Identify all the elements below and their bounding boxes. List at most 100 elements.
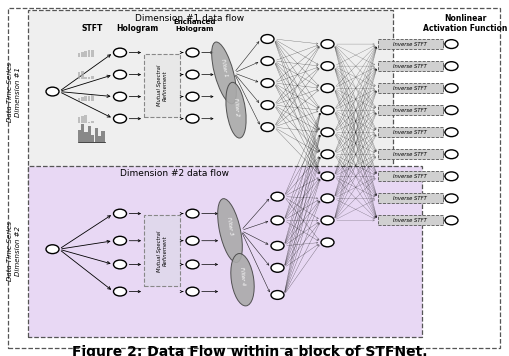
Text: STFT: STFT <box>81 24 103 33</box>
Text: Filter 3: Filter 3 <box>226 216 233 235</box>
Bar <box>88 122 90 123</box>
Bar <box>98 136 101 142</box>
FancyBboxPatch shape <box>377 83 442 93</box>
Circle shape <box>261 101 273 110</box>
Text: Filter 2: Filter 2 <box>232 98 239 116</box>
FancyBboxPatch shape <box>144 54 180 117</box>
Bar <box>77 98 80 101</box>
Circle shape <box>444 84 457 93</box>
Circle shape <box>444 128 457 137</box>
Bar <box>91 76 94 79</box>
Bar <box>88 126 91 142</box>
Text: Enchanced
Hologram: Enchanced Hologram <box>174 19 216 32</box>
Bar <box>91 95 94 101</box>
Circle shape <box>46 87 59 96</box>
Text: Inverse STFT: Inverse STFT <box>392 152 426 157</box>
Circle shape <box>270 216 284 225</box>
FancyBboxPatch shape <box>377 193 442 203</box>
Circle shape <box>444 62 457 70</box>
Text: Mutual Spectral
Refinement: Mutual Spectral Refinement <box>156 65 167 106</box>
Circle shape <box>320 150 333 159</box>
Bar <box>77 72 80 79</box>
Text: Dimension #1 data flow: Dimension #1 data flow <box>135 14 244 23</box>
Circle shape <box>114 287 126 296</box>
Circle shape <box>114 236 126 245</box>
Bar <box>84 132 88 142</box>
Circle shape <box>186 92 199 101</box>
Bar <box>77 130 80 142</box>
Bar <box>84 115 87 123</box>
Text: Inverse STFT: Inverse STFT <box>392 218 426 223</box>
Circle shape <box>444 194 457 203</box>
Circle shape <box>444 40 457 48</box>
FancyBboxPatch shape <box>377 105 442 115</box>
Polygon shape <box>27 10 392 185</box>
Circle shape <box>114 209 126 218</box>
Bar <box>84 77 87 79</box>
Bar <box>101 131 104 142</box>
Bar <box>91 50 94 57</box>
Bar <box>81 71 83 79</box>
Circle shape <box>270 192 284 201</box>
FancyBboxPatch shape <box>377 171 442 182</box>
Circle shape <box>114 70 126 79</box>
Text: Nonlinear
Activation Function: Nonlinear Activation Function <box>422 14 506 33</box>
Text: Inverse STFT: Inverse STFT <box>392 64 426 69</box>
Polygon shape <box>27 166 421 337</box>
Bar <box>77 117 80 123</box>
Text: Inverse STFT: Inverse STFT <box>392 130 426 135</box>
Bar <box>81 124 84 142</box>
Bar <box>88 51 90 57</box>
FancyBboxPatch shape <box>377 127 442 137</box>
FancyBboxPatch shape <box>144 215 180 287</box>
Circle shape <box>261 57 273 66</box>
Circle shape <box>186 260 199 269</box>
Circle shape <box>444 216 457 225</box>
FancyBboxPatch shape <box>377 149 442 159</box>
Text: Filter 1: Filter 1 <box>219 58 228 77</box>
Bar <box>91 135 94 142</box>
Text: Dimension #2 data flow: Dimension #2 data flow <box>120 169 229 178</box>
Circle shape <box>270 241 284 250</box>
Circle shape <box>320 216 333 225</box>
Circle shape <box>444 172 457 181</box>
Circle shape <box>320 128 333 137</box>
Bar <box>91 121 94 123</box>
Circle shape <box>320 106 333 115</box>
Ellipse shape <box>225 82 246 138</box>
Circle shape <box>186 236 199 245</box>
Circle shape <box>270 290 284 299</box>
Circle shape <box>444 106 457 115</box>
Ellipse shape <box>231 253 253 306</box>
Text: Data Time Series
Dimension #1: Data Time Series Dimension #1 <box>8 62 20 121</box>
Circle shape <box>320 84 333 93</box>
Circle shape <box>186 209 199 218</box>
Bar <box>94 128 98 142</box>
Circle shape <box>261 35 273 43</box>
Circle shape <box>320 194 333 203</box>
Ellipse shape <box>217 199 242 262</box>
Text: Filter 4: Filter 4 <box>239 267 245 286</box>
Text: Inverse STFT: Inverse STFT <box>392 108 426 113</box>
Circle shape <box>320 172 333 181</box>
Circle shape <box>46 245 59 253</box>
Text: Mutual Spectral
Refinement: Mutual Spectral Refinement <box>156 230 167 272</box>
Ellipse shape <box>211 42 236 104</box>
Circle shape <box>114 260 126 269</box>
Bar <box>84 51 87 57</box>
FancyBboxPatch shape <box>377 215 442 225</box>
Circle shape <box>186 48 199 57</box>
Circle shape <box>261 123 273 132</box>
Circle shape <box>114 48 126 57</box>
FancyBboxPatch shape <box>8 9 499 347</box>
Text: Inverse STFT: Inverse STFT <box>392 174 426 179</box>
Circle shape <box>114 92 126 101</box>
Circle shape <box>320 40 333 48</box>
Text: Inverse STFT: Inverse STFT <box>392 196 426 201</box>
Bar <box>88 77 90 79</box>
Circle shape <box>186 287 199 296</box>
Circle shape <box>114 114 126 123</box>
Text: Hologram: Hologram <box>116 24 158 33</box>
Text: Data Time Series
Dimension #2: Data Time Series Dimension #2 <box>8 221 20 281</box>
Bar <box>77 53 80 57</box>
